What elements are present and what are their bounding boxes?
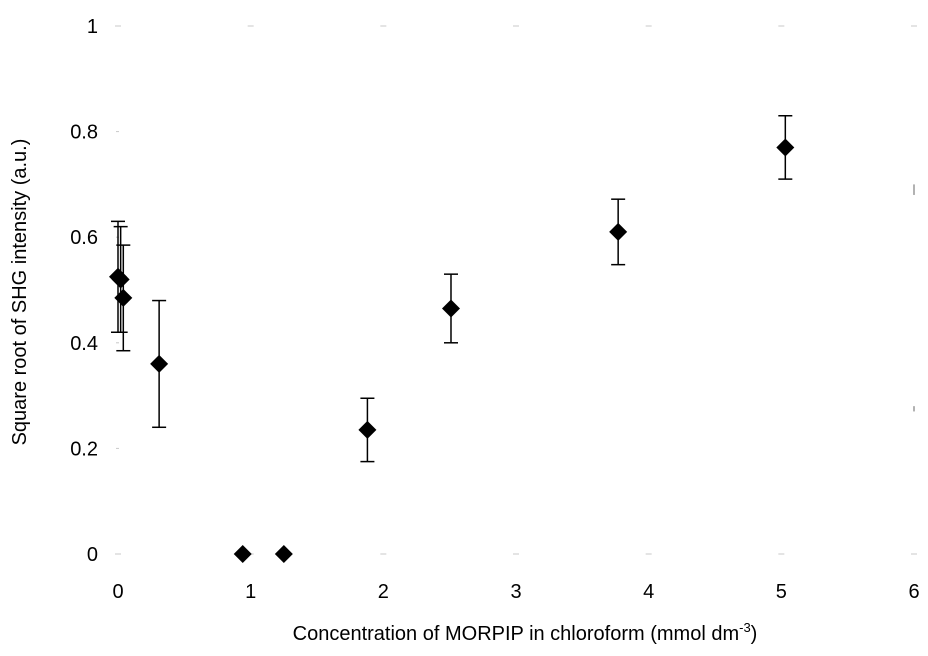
data-point <box>114 288 133 307</box>
data-point <box>776 138 795 157</box>
x-tick-labels: 0 1 2 3 4 5 6 <box>112 581 919 603</box>
y-tick-label: 0.2 <box>70 438 98 460</box>
x-tick-label: 5 <box>776 581 787 603</box>
x-tick-label: 4 <box>643 581 654 603</box>
error-bars <box>111 115 793 463</box>
x-axis-label-superscript: -3 <box>739 620 751 635</box>
faint-tick-marks <box>115 25 917 555</box>
data-point <box>150 354 169 373</box>
x-tick-label: 3 <box>510 581 521 603</box>
data-markers <box>109 138 795 563</box>
x-axis-label: Concentration of MORPIP in chloroform (m… <box>293 620 758 645</box>
data-point <box>111 270 130 289</box>
data-point <box>274 545 293 563</box>
x-axis-label-main: Concentration of MORPIP in chloroform (m… <box>293 623 739 645</box>
y-tick-label: 0.8 <box>70 122 98 144</box>
y-tick-label: 0.4 <box>70 333 98 355</box>
x-axis-label-close: ) <box>751 623 758 645</box>
data-point <box>233 545 252 563</box>
x-tick-label: 6 <box>908 581 919 603</box>
y-tick-labels: 0 0.2 0.4 0.6 0.8 1 <box>70 16 98 566</box>
x-tick-label: 0 <box>112 581 123 603</box>
x-tick-label: 2 <box>378 581 389 603</box>
y-tick-label: 0.6 <box>70 227 98 249</box>
y-axis-label: Square root of SHG intensity (a.u.) <box>9 139 31 446</box>
y-tick-label: 1 <box>87 16 98 38</box>
x-tick-label: 1 <box>245 581 256 603</box>
data-point <box>358 420 377 439</box>
data-point <box>441 299 460 318</box>
data-point <box>609 222 628 241</box>
y-tick-label: 0 <box>87 544 98 566</box>
